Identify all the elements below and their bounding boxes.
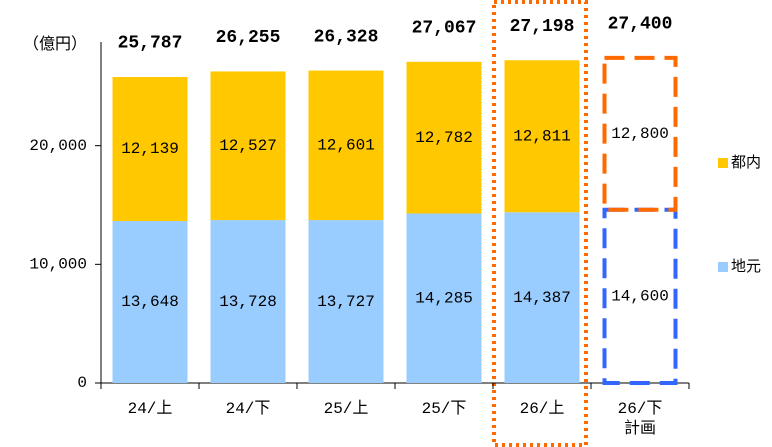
value-label: 14,387: [513, 289, 571, 307]
x-tick-label: 24/上: [128, 399, 173, 418]
value-label: 13,727: [317, 293, 375, 311]
legend-label: 都内: [731, 154, 761, 172]
y-tick-label: 10,000: [29, 256, 87, 274]
value-label: 12,782: [415, 129, 473, 147]
bar-segment: [602, 55, 678, 212]
y-axis-label: （億円）: [23, 35, 87, 54]
y-tick-label: 0: [77, 374, 87, 392]
value-label: 13,648: [121, 293, 179, 311]
bar-segment: [112, 76, 188, 222]
highlight-frame: [492, 0, 588, 447]
bar-segment: [308, 220, 384, 383]
value-label: 14,285: [415, 289, 473, 307]
bar-segment: [406, 213, 482, 383]
legend-swatch: [718, 158, 728, 168]
bar-segment: [504, 60, 580, 213]
bar-segment: [504, 212, 580, 383]
total-label: 25,787: [118, 34, 183, 54]
legend-label: 地元: [731, 258, 761, 276]
bar-segment: [112, 221, 188, 383]
x-tick-label: 25/下: [422, 400, 467, 418]
total-label: 27,067: [412, 19, 477, 39]
x-tick-label: 25/上: [324, 399, 369, 418]
y-tick-label: 20,000: [29, 137, 87, 155]
x-tick-label: 26/下計画: [618, 400, 663, 438]
bar-segment: [406, 61, 482, 214]
bar-segment: [210, 71, 286, 221]
bar-segment: [210, 220, 286, 383]
total-label: 26,255: [216, 28, 281, 48]
total-label: 27,198: [510, 17, 575, 37]
value-label: 12,601: [317, 137, 375, 155]
total-label: 27,400: [608, 15, 673, 35]
total-label: 26,328: [314, 27, 379, 47]
x-tick-label: 26/上: [520, 399, 565, 418]
value-label: 12,139: [121, 140, 179, 158]
bar-segment: [308, 70, 384, 221]
x-tick-label: 24/下: [226, 400, 271, 418]
value-label: 12,800: [611, 125, 669, 143]
value-label: 12,527: [219, 137, 277, 155]
value-label: 12,811: [513, 127, 571, 145]
legend-swatch: [718, 262, 728, 272]
value-label: 14,600: [611, 288, 669, 306]
value-label: 13,728: [219, 293, 277, 311]
